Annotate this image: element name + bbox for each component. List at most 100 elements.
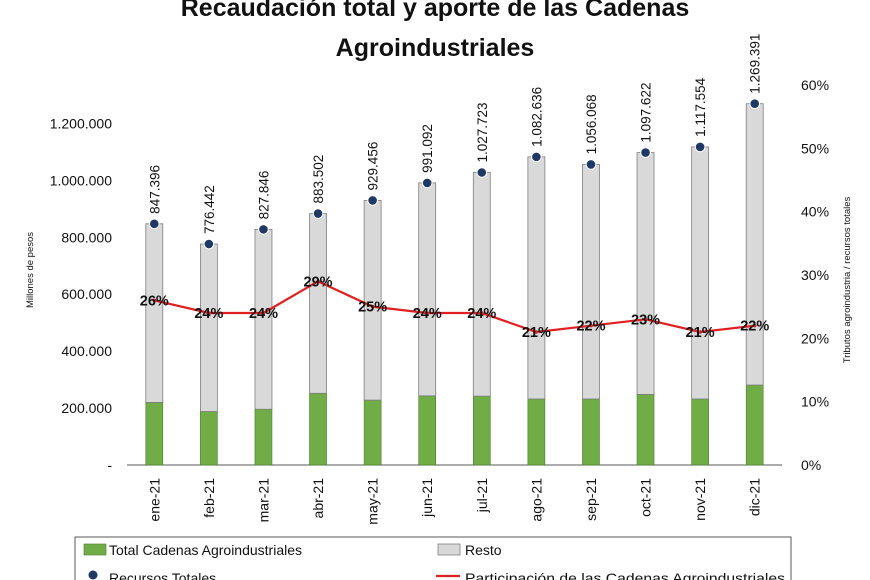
x-tick-label: nov-21 xyxy=(692,478,708,521)
y-axis-title: Millones de pesos xyxy=(25,232,36,308)
legend-label-share: Participación de las Cadenas Agroindustr… xyxy=(465,570,785,580)
bar-resto xyxy=(582,164,600,400)
total-marker xyxy=(203,238,215,250)
legend: Total Cadenas Agroindustriales Resto Recur… xyxy=(74,536,792,580)
share-value-label: 29% xyxy=(304,274,333,290)
total-value-label: 929.456 xyxy=(366,142,381,191)
share-point xyxy=(370,304,375,309)
total-value-label: 1.056.068 xyxy=(584,94,599,154)
y2-tick-label: 40% xyxy=(801,204,829,220)
legend-marker-total xyxy=(88,570,98,580)
share-point xyxy=(643,317,648,322)
bar-resto xyxy=(745,103,764,386)
total-marker xyxy=(531,151,542,163)
x-tick-label: may-21 xyxy=(365,478,381,525)
x-tick-label: mar-21 xyxy=(255,478,271,523)
total-marker xyxy=(148,218,160,230)
bar-agro xyxy=(254,408,273,466)
y-tick-label: 800.000 xyxy=(61,229,112,245)
total-marker xyxy=(258,224,269,235)
total-value-label: 827.846 xyxy=(256,171,271,220)
y2-tick-label: 60% xyxy=(801,77,829,93)
share-value-label: 21% xyxy=(522,325,551,341)
total-marker xyxy=(421,177,433,189)
bar-resto xyxy=(472,172,491,397)
total-marker xyxy=(312,208,324,219)
total-value-label: 1.097.622 xyxy=(639,83,654,143)
share-point xyxy=(589,323,593,328)
data-label-layer: 847.396 776.442 827.846 883.502 929.456 991.0… xyxy=(140,34,770,341)
axes: - 200.000 400.000 600.000 800.000 1.000.000 1.… xyxy=(25,77,853,525)
bar-agro xyxy=(636,394,655,466)
y2-tick-label: 0% xyxy=(801,457,821,473)
bar-agro xyxy=(472,395,491,466)
y-tick-label: 200.000 xyxy=(61,400,112,416)
bar-agro xyxy=(582,398,600,466)
share-point xyxy=(752,323,757,328)
share-value-label: 26% xyxy=(140,293,169,309)
x-tick-label: jul-21 xyxy=(474,478,490,513)
share-value-label: 25% xyxy=(358,300,387,316)
total-marker xyxy=(749,98,761,110)
total-value-label: 847.396 xyxy=(147,165,162,214)
bar-layer xyxy=(145,103,764,466)
total-value-label: 991.092 xyxy=(420,124,435,173)
x-tick-label: jun-21 xyxy=(419,478,435,518)
share-point xyxy=(316,279,320,284)
y2-tick-label: 50% xyxy=(801,140,829,156)
legend-label-resto: Resto xyxy=(465,542,502,558)
total-value-label: 1.117.554 xyxy=(693,77,708,137)
share-point xyxy=(534,330,539,334)
y2-tick-label: 20% xyxy=(801,330,829,346)
x-tick-label: oct-21 xyxy=(638,478,654,517)
total-value-label: 1.082.636 xyxy=(529,87,544,147)
bar-resto xyxy=(636,152,655,395)
share-value-label: 24% xyxy=(413,306,442,322)
bar-resto xyxy=(309,213,327,394)
bar-resto xyxy=(199,243,218,412)
bar-agro xyxy=(418,395,437,466)
share-value-label: 24% xyxy=(249,306,278,322)
bar-agro xyxy=(145,402,164,466)
share-value-label: 22% xyxy=(740,319,769,335)
share-point xyxy=(152,298,157,303)
share-point xyxy=(425,311,430,315)
bar-agro xyxy=(691,398,709,466)
bar-agro xyxy=(745,384,764,466)
total-marker xyxy=(640,147,651,158)
y-tick-label: 600.000 xyxy=(61,286,112,302)
share-line xyxy=(154,280,755,334)
share-value-label: 24% xyxy=(467,306,496,322)
share-point xyxy=(698,330,702,334)
total-value-label: 1.269.391 xyxy=(748,34,763,94)
total-marker xyxy=(476,167,488,178)
x-tick-label: abr-21 xyxy=(310,478,326,519)
total-value-label: 1.027.723 xyxy=(475,102,490,162)
share-point xyxy=(207,311,211,315)
legend-label-agro: Total Cadenas Agroindustriales xyxy=(109,542,302,558)
total-marker xyxy=(367,195,378,206)
total-marker xyxy=(694,141,706,153)
y-tick-label: 400.000 xyxy=(61,343,112,359)
bar-resto xyxy=(691,146,710,400)
y-tick-label: - xyxy=(107,457,112,473)
bar-agro xyxy=(527,398,546,466)
total-marker xyxy=(585,159,597,170)
x-tick-label: ago-21 xyxy=(528,478,544,522)
bar-resto xyxy=(145,223,164,403)
bar-agro xyxy=(200,411,218,466)
share-point xyxy=(261,311,266,315)
total-value-label: 776.442 xyxy=(202,185,217,234)
total-value-label: 883.502 xyxy=(311,155,326,204)
share-value-label: 23% xyxy=(631,312,660,328)
legend-swatch-agro xyxy=(83,543,107,556)
y2-tick-label: 30% xyxy=(801,267,829,283)
bar-resto xyxy=(527,156,546,400)
y-tick-label: 1.000.000 xyxy=(50,172,112,188)
y-tick-label: 1.200.000 xyxy=(50,115,112,131)
chart-title-line-1: Recaudación total y aporte de las Cadena… xyxy=(181,0,690,22)
x-tick-label: ene-21 xyxy=(146,478,162,522)
share-value-label: 22% xyxy=(576,319,605,335)
